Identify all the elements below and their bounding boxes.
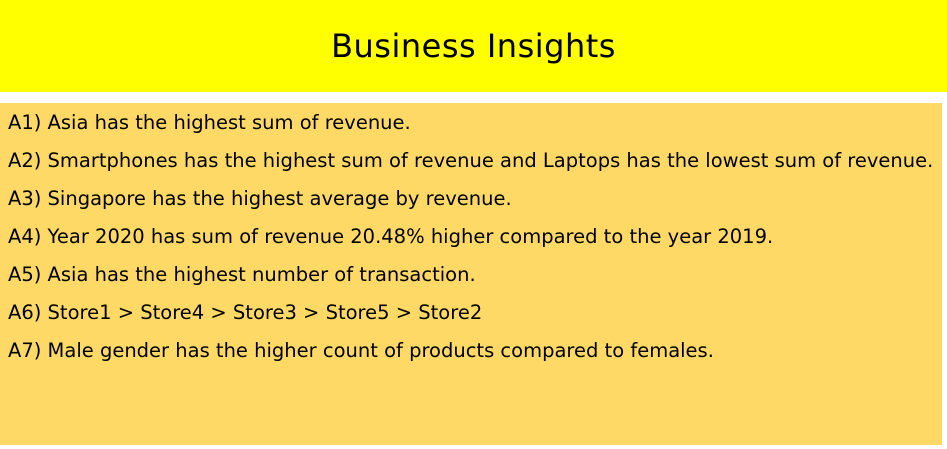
insight-a7: A7) Male gender has the higher count of … — [8, 339, 714, 362]
slide-title: Business Insights — [331, 27, 616, 65]
insights-box: A1) Asia has the highest sum of revenue.… — [0, 103, 942, 445]
title-bar: Business Insights — [0, 0, 947, 92]
insight-a6: A6) Store1 > Store4 > Store3 > Store5 > … — [8, 301, 483, 324]
insight-a2: A2) Smartphones has the highest sum of r… — [8, 149, 934, 172]
insight-a3: A3) Singapore has the highest average by… — [8, 187, 512, 210]
insight-a1: A1) Asia has the highest sum of revenue. — [8, 111, 411, 134]
insight-a4: A4) Year 2020 has sum of revenue 20.48% … — [8, 225, 774, 248]
insight-a5: A5) Asia has the highest number of trans… — [8, 263, 476, 286]
